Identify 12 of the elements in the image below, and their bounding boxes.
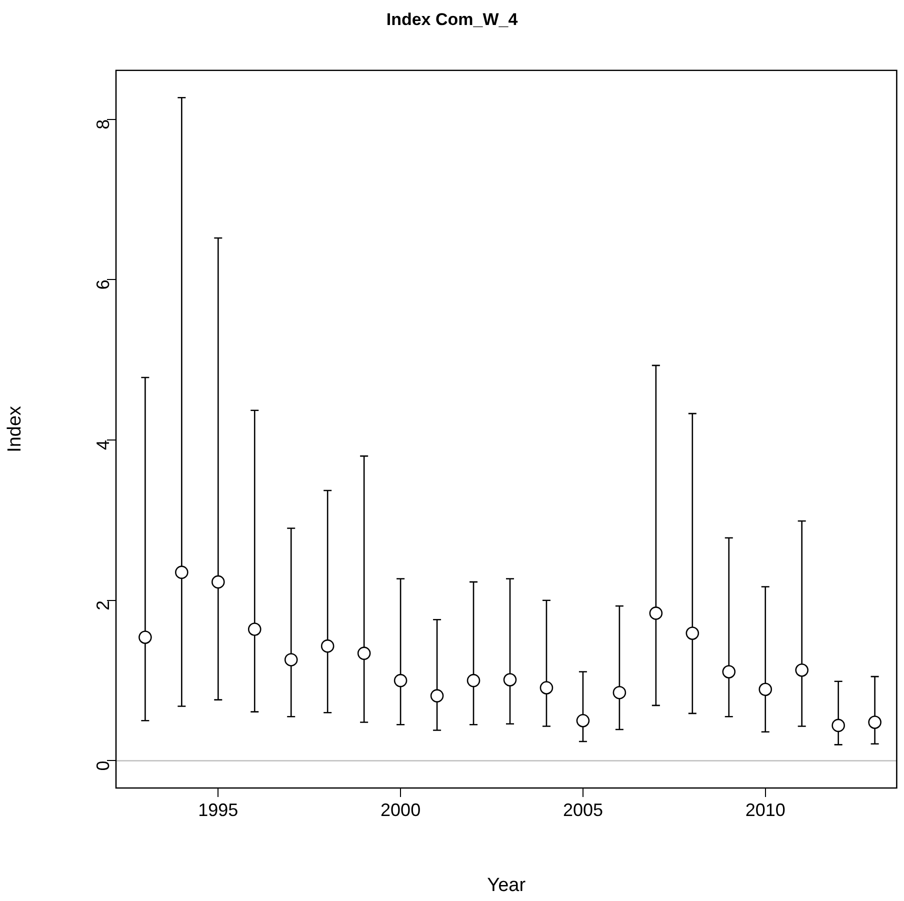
x-axis-title: Year bbox=[487, 874, 526, 896]
x-tick-label: 2010 bbox=[745, 800, 786, 820]
y-tick-label: 8 bbox=[92, 119, 113, 130]
y-axis-title: Index bbox=[4, 405, 26, 452]
y-tick-label: 2 bbox=[92, 600, 113, 610]
chart-title: Index Com_W_4 bbox=[386, 10, 518, 29]
y-tick-label: 0 bbox=[92, 760, 113, 771]
x-tick-label: 1995 bbox=[198, 800, 238, 820]
y-tick-label: 6 bbox=[92, 280, 113, 290]
y-tick-label: 4 bbox=[92, 440, 113, 450]
x-tick-label: 2005 bbox=[562, 800, 603, 820]
x-tick-label: 2000 bbox=[380, 800, 421, 820]
